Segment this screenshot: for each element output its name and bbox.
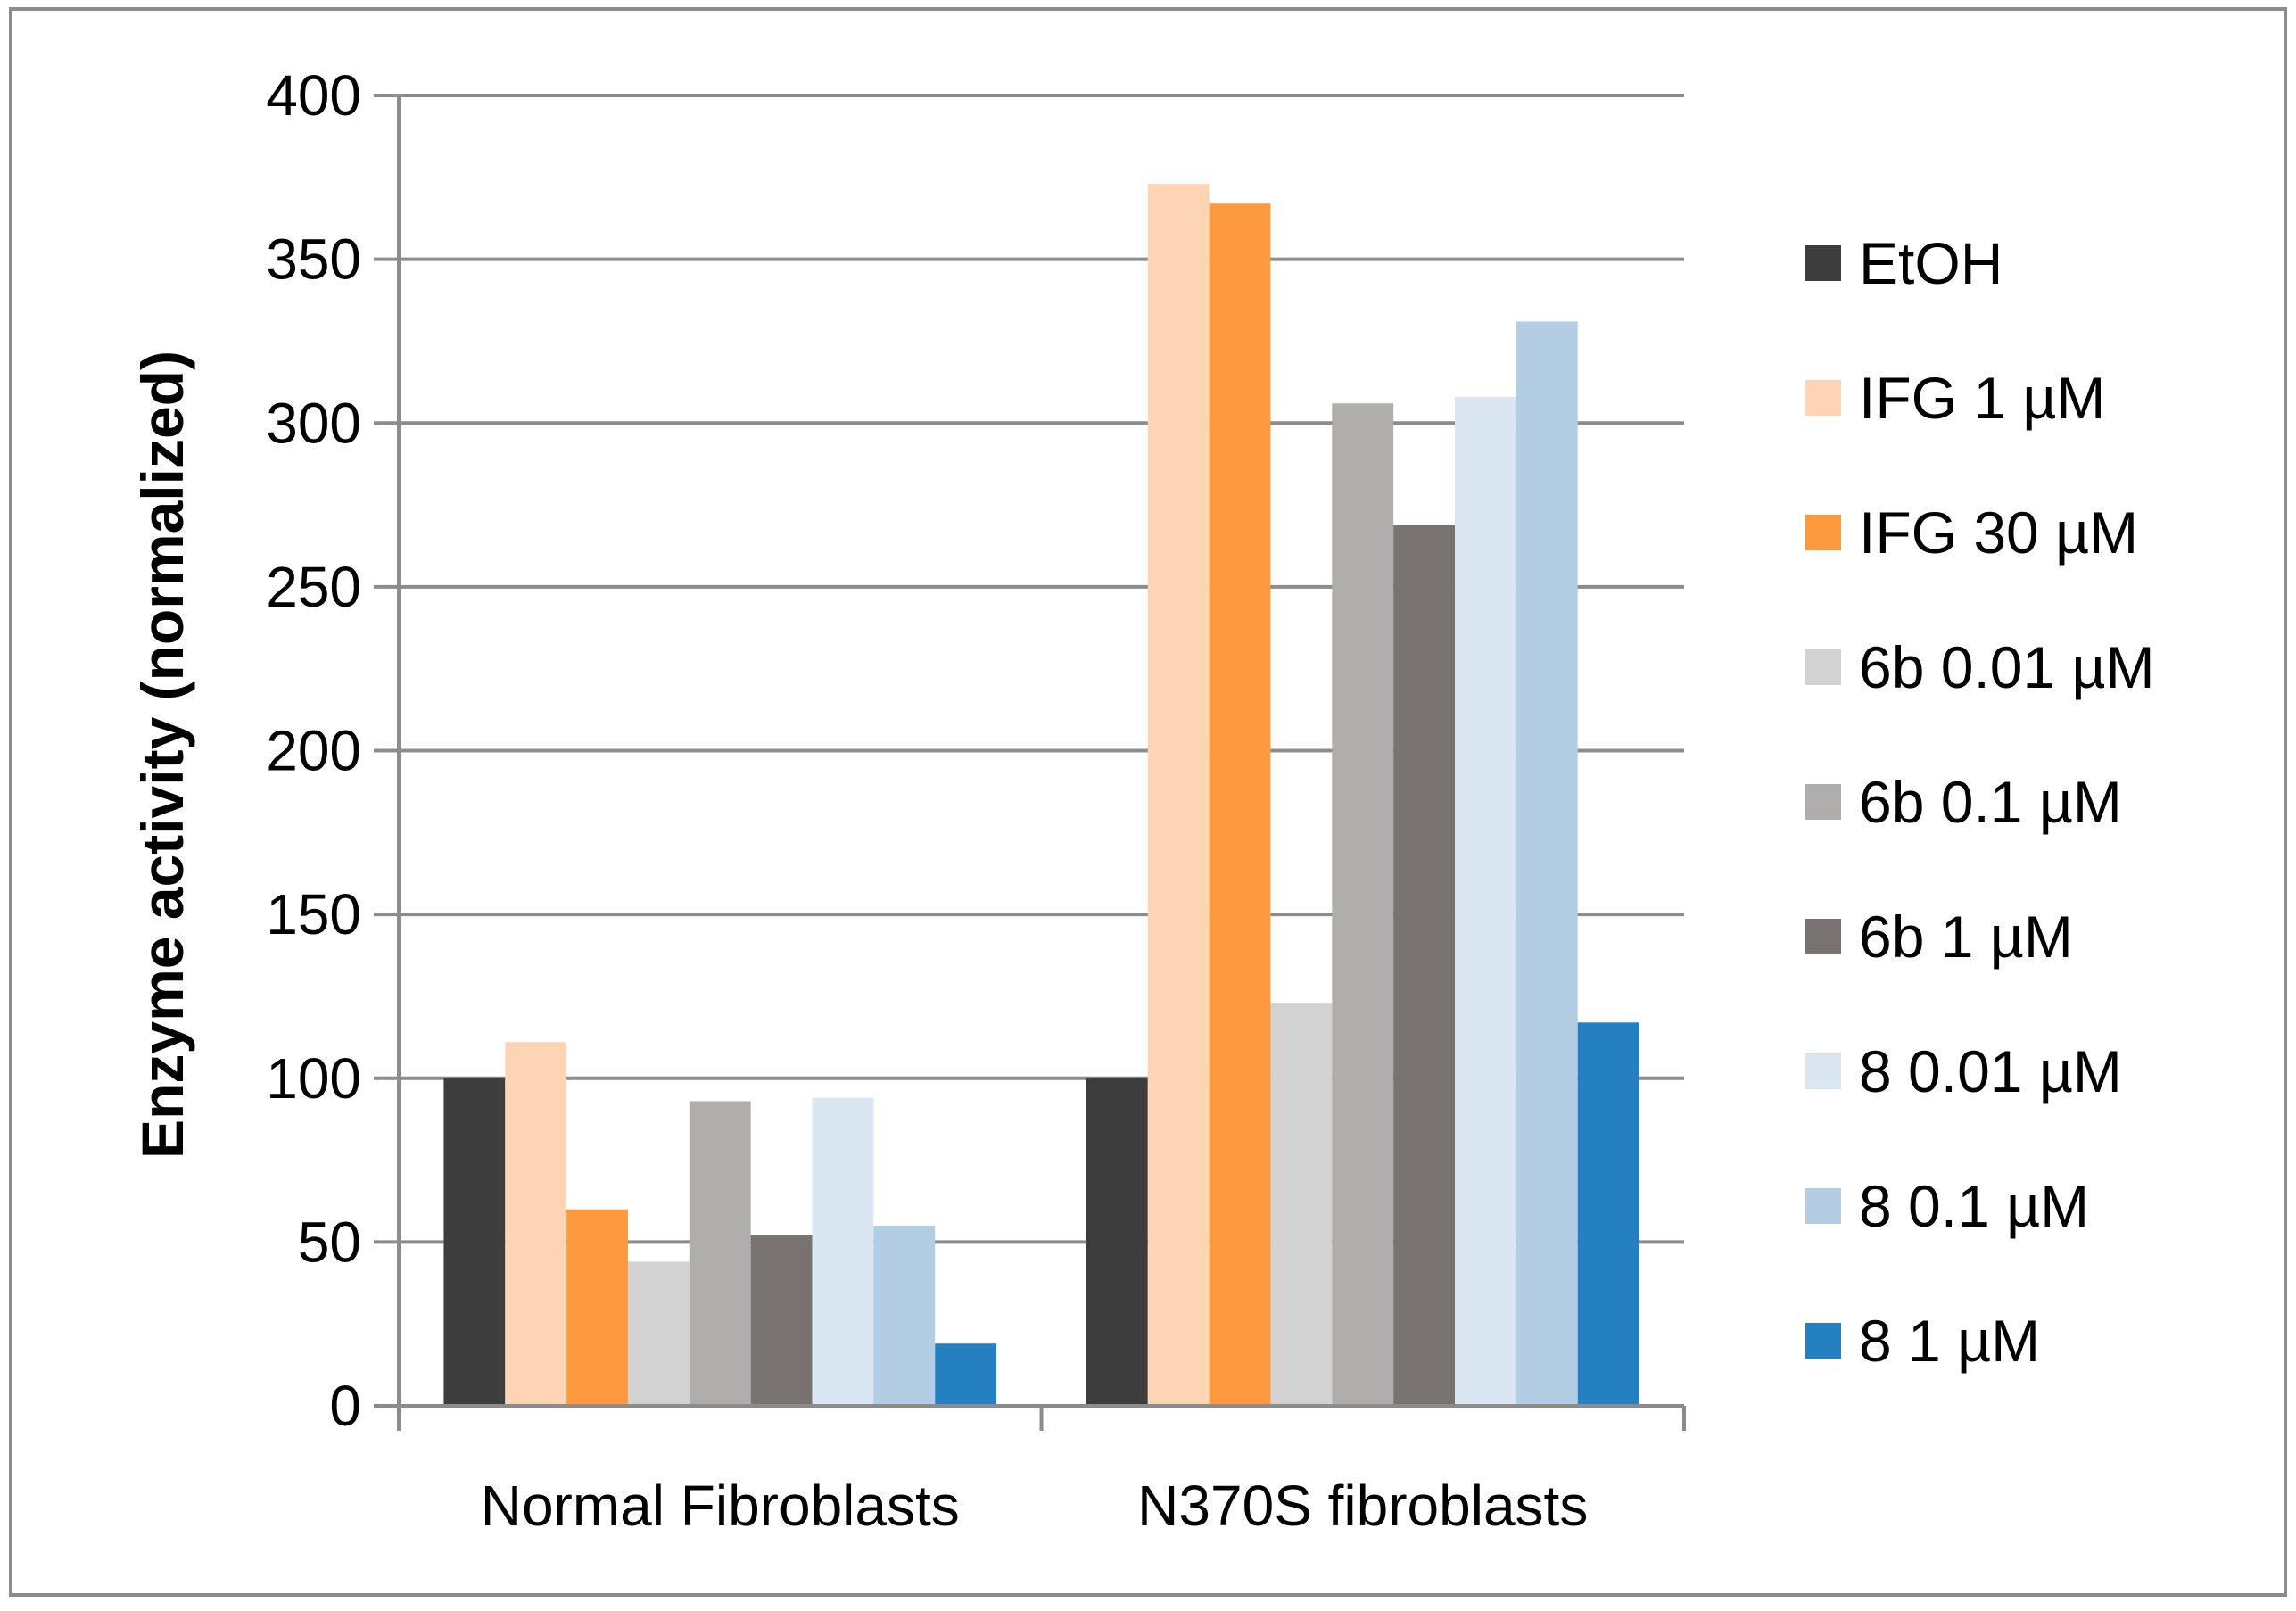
legend-label: 6b 1 µM: [1859, 904, 2073, 970]
legend-label: 8 0.01 µM: [1859, 1038, 2122, 1104]
bar: [505, 1042, 567, 1406]
legend-label: IFG 1 µM: [1859, 365, 2105, 431]
bar: [935, 1343, 997, 1406]
bar: [627, 1261, 690, 1406]
bar: [1086, 1078, 1148, 1406]
x-tick-label: Normal Fibroblasts: [481, 1474, 960, 1538]
bar: [750, 1235, 813, 1406]
legend-swatch: [1805, 1323, 1841, 1359]
y-tick-label: 50: [298, 1210, 361, 1274]
bar: [1147, 184, 1210, 1407]
bar: [1393, 525, 1456, 1406]
bar: [1270, 1003, 1333, 1406]
axes: 0 50 100 150 200 250 300 350 400 Normal Fibroblas…: [266, 63, 1686, 1538]
bar: [566, 1209, 628, 1406]
bar: [1577, 1022, 1639, 1406]
y-tick-label: 350: [266, 227, 361, 292]
legend-swatch: [1805, 380, 1841, 416]
y-tick-label: 150: [266, 882, 361, 946]
legend-label: IFG 30 µM: [1859, 500, 2138, 566]
y-tick-label: 300: [266, 391, 361, 455]
x-tick-label: N370S fibroblasts: [1137, 1474, 1588, 1538]
legend-label: 8 1 µM: [1859, 1308, 2040, 1374]
bar: [812, 1097, 874, 1406]
legend-swatch: [1805, 649, 1841, 685]
legend-swatch: [1805, 515, 1841, 550]
legend-swatch: [1805, 919, 1841, 954]
bar: [689, 1101, 751, 1406]
bars: [443, 184, 1639, 1407]
y-axis-label: Enzyme activity (normalized): [129, 351, 195, 1159]
bar: [1455, 396, 1516, 1406]
bar: [1332, 403, 1394, 1407]
y-tick-label: 400: [266, 63, 361, 128]
legend-swatch: [1805, 1188, 1841, 1224]
legend: EtOH IFG 1 µM IFG 30 µM 6b 0.01 µM 6b 0.1 µM…: [1805, 230, 2155, 1374]
bar: [1516, 321, 1578, 1407]
legend-label: 6b 0.01 µM: [1859, 634, 2155, 700]
legend-swatch: [1805, 1053, 1841, 1089]
legend-label: 8 0.1 µM: [1859, 1173, 2089, 1239]
legend-label: EtOH: [1859, 230, 2003, 296]
y-tick-label: 200: [266, 719, 361, 783]
legend-swatch: [1805, 245, 1841, 281]
y-tick-label: 250: [266, 555, 361, 619]
bar: [443, 1078, 506, 1406]
legend-swatch: [1805, 784, 1841, 820]
y-tick-label: 100: [266, 1046, 361, 1111]
bar: [873, 1226, 936, 1406]
bar: [1209, 203, 1271, 1406]
legend-label: 6b 0.1 µM: [1859, 769, 2122, 835]
y-tick-label: 0: [329, 1374, 361, 1438]
